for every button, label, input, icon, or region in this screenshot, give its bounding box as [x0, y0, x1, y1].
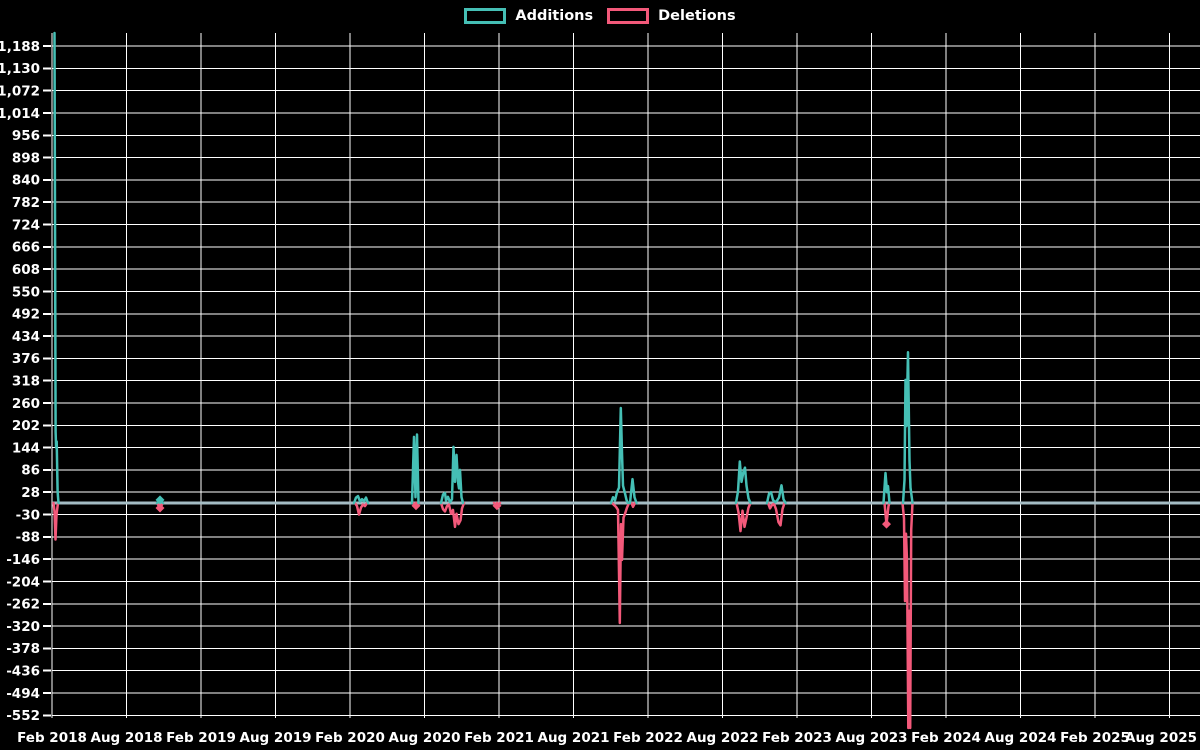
y-axis-tick-label: 550 [12, 284, 40, 300]
deletions-line [52, 501, 60, 541]
x-axis-tick-label: Feb 2018 [17, 730, 87, 746]
x-axis-tick-label: Feb 2019 [166, 730, 236, 746]
deletions-line [883, 501, 891, 526]
x-axis-tick-label: Aug 2018 [91, 730, 163, 746]
deletions-point-marker [492, 501, 502, 511]
x-axis-tick-label: Feb 2020 [315, 730, 385, 746]
x-axis-tick-label: Aug 2024 [985, 730, 1057, 746]
additions-line [410, 433, 420, 505]
y-axis-tick-label: -146 [6, 552, 40, 568]
additions-line [882, 471, 891, 505]
y-axis-tick-label: 434 [12, 329, 40, 345]
deletions-swatch-icon [607, 8, 650, 24]
y-axis-tick-label: -320 [6, 619, 40, 635]
x-axis-tick-label: Aug 2019 [240, 730, 312, 746]
y-axis-tick-label: 376 [12, 351, 40, 367]
y-axis-tick-label: 86 [21, 463, 40, 479]
y-axis-tick-label: -88 [16, 530, 40, 546]
additions-line [439, 445, 465, 505]
y-axis-tick-label: -436 [6, 663, 40, 679]
chart-legend: Additions Deletions [0, 8, 1200, 24]
y-axis-tick-label: 840 [12, 173, 40, 189]
y-axis-tick-label: 782 [12, 195, 40, 211]
y-axis-tick-label: 608 [12, 262, 40, 278]
y-axis-tick-label: 202 [12, 418, 40, 434]
y-axis-tick-label: 956 [12, 128, 40, 144]
y-axis-tick-label: 28 [21, 485, 40, 501]
y-axis-tick-label: -378 [6, 641, 40, 657]
deletions-point-marker [155, 503, 165, 513]
y-axis-tick-label: 144 [12, 440, 40, 456]
x-axis-tick-label: Aug 2022 [687, 730, 759, 746]
x-axis-tick-label: Aug 2025 [1125, 730, 1197, 746]
additions-line [628, 477, 638, 505]
additions-line [765, 484, 787, 505]
y-axis-tick-label: 1,072 [0, 83, 40, 99]
legend-item-additions[interactable]: Additions [464, 8, 593, 24]
y-axis-tick-label: 898 [12, 150, 40, 166]
deletions-line [610, 501, 631, 625]
y-axis-tick-label: 492 [12, 307, 40, 323]
y-axis-tick-label: 1,130 [0, 61, 40, 77]
additions-line [53, 31, 60, 505]
y-axis-tick-label: 724 [12, 217, 40, 233]
y-axis-tick-label: 1,014 [0, 106, 40, 122]
deletions-line [439, 501, 466, 529]
deletions-line [630, 501, 637, 509]
y-axis-tick-label: -262 [6, 597, 40, 613]
additions-line [352, 494, 370, 505]
additions-line [734, 460, 752, 505]
deletions-line [766, 501, 786, 527]
x-axis-tick-label: Feb 2022 [613, 730, 683, 746]
x-axis-tick-label: Feb 2023 [762, 730, 832, 746]
y-axis-tick-label: 1,188 [0, 39, 40, 55]
additions-line [901, 350, 914, 505]
x-axis-tick-label: Feb 2025 [1060, 730, 1130, 746]
x-axis-tick-label: Feb 2021 [464, 730, 534, 746]
x-axis-tick-label: Feb 2024 [911, 730, 981, 746]
additions-line [609, 406, 630, 505]
legend-label-deletions: Deletions [658, 7, 736, 24]
y-axis-tick-label: -494 [6, 686, 40, 702]
y-axis-tick-label: 318 [12, 373, 40, 389]
deletions-line [735, 501, 752, 533]
y-axis-tick-label: 666 [12, 240, 40, 256]
additions-swatch-icon [464, 8, 507, 24]
x-axis-tick-label: Aug 2023 [836, 730, 908, 746]
legend-item-deletions[interactable]: Deletions [607, 8, 736, 24]
x-axis-tick-label: Aug 2021 [538, 730, 610, 746]
additions-point-marker [155, 495, 165, 505]
y-axis-tick-label: -30 [16, 507, 40, 523]
y-axis-tick-label: 260 [12, 396, 40, 412]
deletions-line [353, 501, 369, 516]
legend-label-additions: Additions [515, 7, 594, 24]
deletions-line [901, 501, 914, 730]
y-axis-tick-label: -552 [6, 708, 40, 724]
x-axis-tick-label: Aug 2020 [389, 730, 461, 746]
y-axis-tick-label: -204 [6, 574, 40, 590]
deletions-point-marker [882, 519, 891, 529]
